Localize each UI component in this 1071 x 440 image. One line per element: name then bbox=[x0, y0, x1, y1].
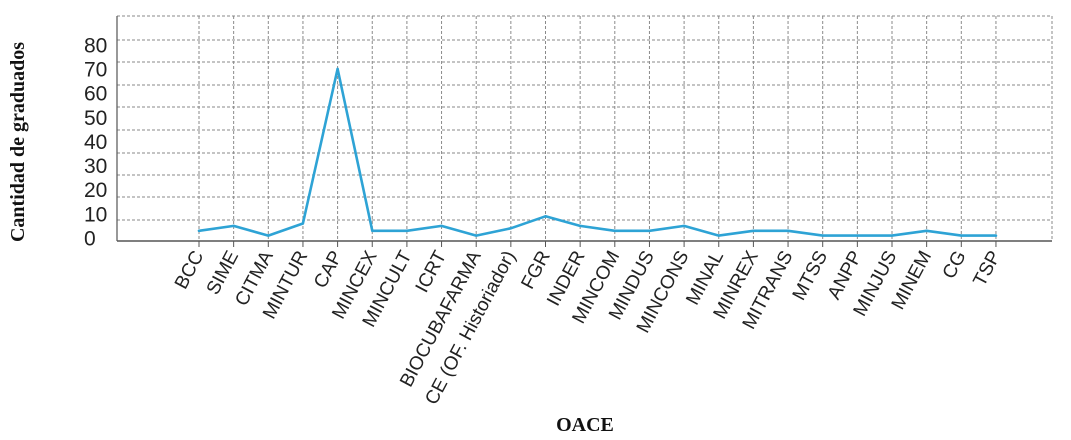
data-point bbox=[267, 234, 270, 237]
grid bbox=[116, 15, 1053, 241]
y-tick-label: 60 bbox=[84, 83, 107, 106]
data-point bbox=[371, 229, 374, 232]
x-tick-label: CAP bbox=[310, 247, 347, 291]
y-tick-label: 40 bbox=[84, 131, 107, 154]
y-axis-title: Cantidad de graduados bbox=[7, 42, 29, 242]
data-point bbox=[578, 224, 582, 228]
data-point bbox=[232, 224, 235, 228]
x-tick-label: FGR bbox=[518, 247, 555, 292]
series bbox=[197, 67, 998, 237]
data-point bbox=[509, 227, 512, 230]
data-point bbox=[786, 229, 790, 232]
data-point bbox=[960, 234, 963, 237]
axes bbox=[116, 16, 1052, 247]
y-tick-label: 30 bbox=[84, 155, 107, 178]
data-point bbox=[475, 234, 478, 237]
y-tick-label: 20 bbox=[84, 179, 107, 202]
data-point bbox=[994, 234, 998, 237]
data-point bbox=[301, 222, 305, 225]
data-point bbox=[197, 229, 201, 232]
data-point bbox=[440, 224, 443, 228]
data-point bbox=[405, 229, 409, 232]
x-tick-label: CG bbox=[939, 247, 971, 282]
data-point bbox=[613, 229, 616, 232]
data-point bbox=[648, 229, 651, 232]
y-tick-label: 70 bbox=[84, 58, 107, 81]
data-point bbox=[682, 224, 686, 228]
data-point bbox=[925, 229, 928, 232]
series-line bbox=[197, 67, 998, 237]
x-tick-label: BCC bbox=[171, 247, 208, 292]
data-point bbox=[890, 234, 894, 237]
data-point bbox=[752, 229, 755, 232]
data-point bbox=[544, 215, 547, 218]
y-tick-label: 80 bbox=[84, 34, 107, 57]
x-tick-label: MTSS bbox=[789, 247, 832, 303]
x-tick-label: TSP bbox=[969, 247, 1005, 289]
data-point bbox=[717, 234, 720, 237]
y-tick-label: 0 bbox=[84, 228, 96, 251]
y-tick-label: 50 bbox=[84, 107, 107, 130]
x-tick-labels: BCCSIMECITMAMINTURCAPMINCEXMINCULTICRTBI… bbox=[171, 247, 1005, 408]
y-tick-label: 10 bbox=[84, 203, 107, 226]
data-point bbox=[336, 67, 339, 71]
data-point bbox=[821, 234, 824, 237]
data-point bbox=[856, 234, 859, 237]
x-axis-title: OACE bbox=[556, 414, 614, 436]
